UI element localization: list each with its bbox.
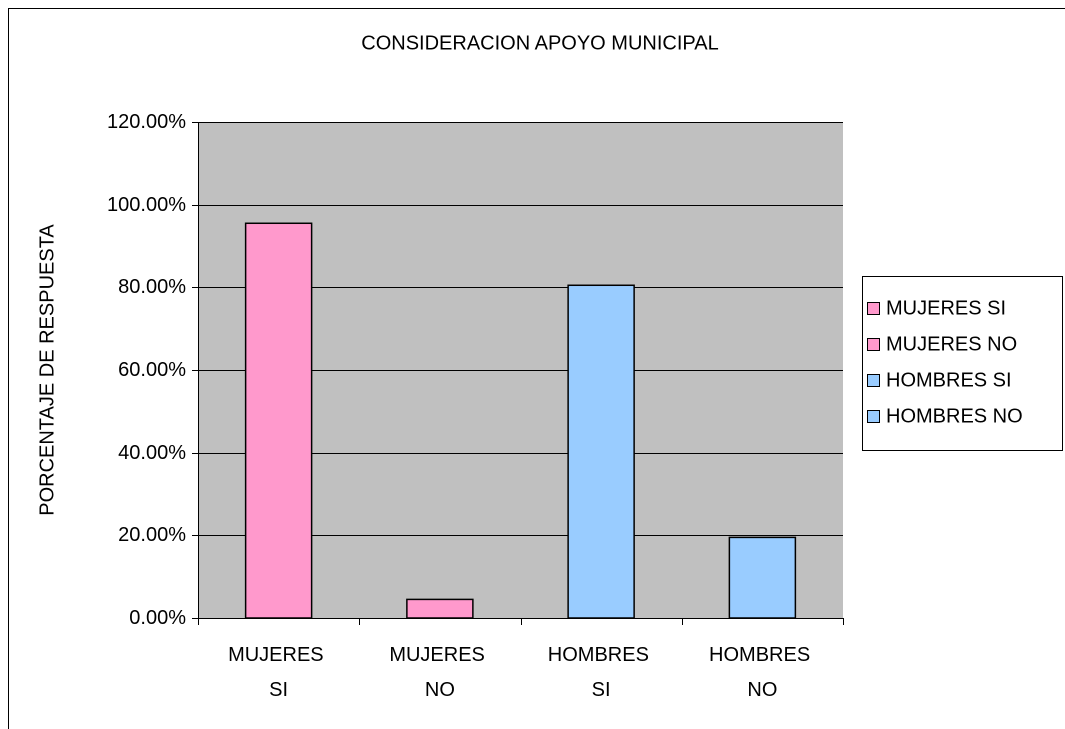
legend [862, 276, 1063, 451]
x-tick-label: MUJERES NO [389, 644, 490, 701]
y-axis-label: PORCENTAJE DE RESPUESTA [36, 224, 58, 516]
x-tick-label-line: NO [425, 679, 455, 701]
legend-swatch [867, 410, 880, 423]
y-tick-label: 100.00% [107, 194, 186, 216]
legend-label: HOMBRES SI [886, 369, 1012, 391]
y-tick-label: 0.00% [129, 607, 186, 629]
x-tick-label-line: HOMBRES [548, 644, 655, 666]
chart-title: CONSIDERACION APOYO MUNICIPAL [361, 32, 718, 54]
bar [406, 598, 474, 619]
legend-label: HOMBRES NO [886, 405, 1023, 427]
x-tick-label-line: NO [747, 679, 777, 701]
y-tick-label: 20.00% [118, 524, 186, 546]
y-tick-label: 60.00% [118, 359, 186, 381]
x-tick-label-line: MUJERES [389, 644, 490, 666]
bar [244, 222, 313, 619]
x-tick-label-line: SI [592, 679, 611, 701]
x-tick-label: HOMBRES NO [709, 644, 816, 701]
legend-swatch [867, 338, 880, 351]
x-tick-label-line: MUJERES [228, 644, 329, 666]
x-tick-label: HOMBRES SI [548, 644, 655, 701]
x-tick-label-line: SI [269, 679, 288, 701]
legend-label: MUJERES SI [886, 297, 1006, 319]
x-tick-label: MUJERES SI [228, 644, 329, 701]
legend-label: MUJERES NO [886, 333, 1017, 355]
legend-swatch [867, 302, 880, 315]
y-tick-label: 80.00% [118, 276, 186, 298]
y-tick-label: 40.00% [118, 442, 186, 464]
legend-swatch [867, 374, 880, 387]
bar [567, 284, 635, 619]
bar [728, 536, 797, 619]
x-tick-label-line: HOMBRES [709, 644, 816, 666]
y-tick-label: 120.00% [107, 111, 186, 133]
